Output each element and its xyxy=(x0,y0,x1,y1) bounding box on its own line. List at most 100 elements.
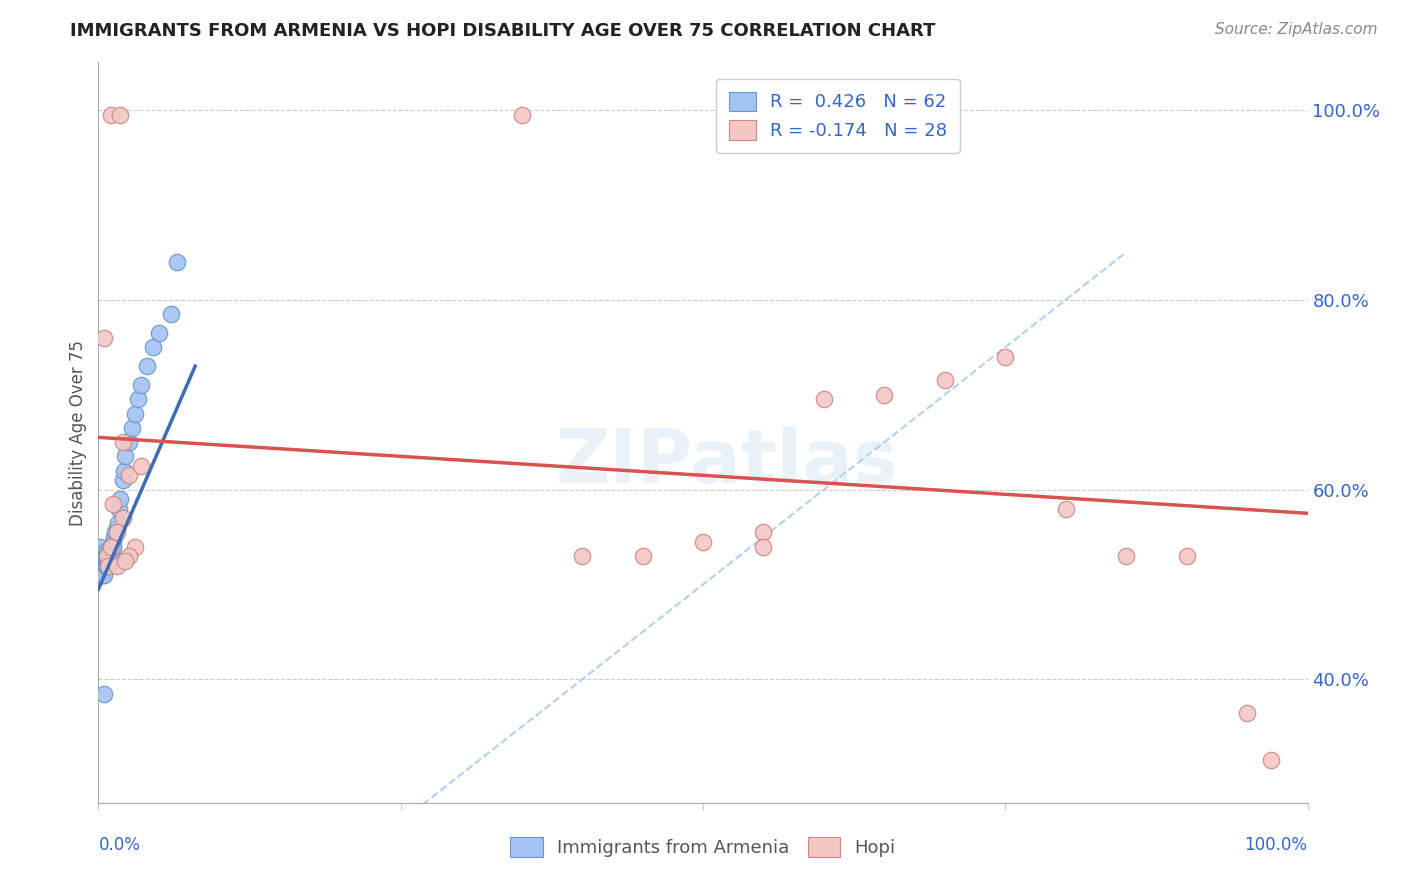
Point xyxy=(104,525,127,540)
Point xyxy=(94,554,117,568)
Text: Source: ZipAtlas.com: Source: ZipAtlas.com xyxy=(1215,22,1378,37)
Point xyxy=(1236,706,1258,720)
Point xyxy=(111,511,134,525)
Point xyxy=(100,549,122,563)
Point xyxy=(96,554,118,568)
Point xyxy=(91,563,114,577)
Point xyxy=(118,549,141,563)
Point xyxy=(129,378,152,392)
Point xyxy=(93,554,115,568)
Point xyxy=(114,554,136,568)
Point xyxy=(148,326,170,340)
Point xyxy=(813,392,835,407)
Point xyxy=(91,568,114,582)
Point xyxy=(100,108,122,122)
Point xyxy=(692,534,714,549)
Point xyxy=(994,350,1017,364)
Point xyxy=(97,554,120,568)
Point xyxy=(96,549,118,563)
Point xyxy=(89,540,111,554)
Point xyxy=(93,331,115,345)
Point xyxy=(129,458,152,473)
Point xyxy=(98,549,121,563)
Point xyxy=(101,497,124,511)
Point xyxy=(1115,549,1137,563)
Point xyxy=(752,540,775,554)
Point xyxy=(93,563,115,577)
Point xyxy=(93,568,115,582)
Point xyxy=(631,549,654,563)
Point xyxy=(93,549,115,563)
Point xyxy=(1260,753,1282,767)
Point xyxy=(118,468,141,483)
Point xyxy=(1175,549,1198,563)
Point xyxy=(89,554,111,568)
Point xyxy=(94,558,117,573)
Point xyxy=(91,568,114,582)
Point xyxy=(93,558,115,573)
Point xyxy=(98,544,121,558)
Point xyxy=(91,554,114,568)
Point xyxy=(101,534,124,549)
Point xyxy=(1054,501,1077,516)
Point xyxy=(103,530,125,544)
Point xyxy=(111,473,134,487)
Point xyxy=(142,340,165,354)
Point xyxy=(100,540,122,554)
Point xyxy=(100,540,122,554)
Point xyxy=(105,525,128,540)
Point xyxy=(873,387,896,401)
Point xyxy=(111,435,134,450)
Point xyxy=(91,554,114,568)
Text: ZIPatlas: ZIPatlas xyxy=(555,425,898,499)
Point xyxy=(91,558,114,573)
Point xyxy=(91,563,114,577)
Point xyxy=(100,540,122,554)
Text: 100.0%: 100.0% xyxy=(1244,836,1308,854)
Point xyxy=(108,491,131,506)
Point xyxy=(118,435,141,450)
Legend: Immigrants from Armenia, Hopi: Immigrants from Armenia, Hopi xyxy=(499,826,907,868)
Point xyxy=(89,544,111,558)
Point xyxy=(752,525,775,540)
Point xyxy=(91,558,114,573)
Point xyxy=(89,549,111,563)
Point xyxy=(166,254,188,268)
Point xyxy=(96,558,118,573)
Y-axis label: Disability Age Over 75: Disability Age Over 75 xyxy=(69,340,87,525)
Point xyxy=(934,373,956,387)
Point xyxy=(98,554,121,568)
Point xyxy=(108,501,131,516)
Point xyxy=(121,421,143,435)
Point xyxy=(90,563,112,577)
Point xyxy=(97,558,120,573)
Point xyxy=(107,516,129,530)
Point xyxy=(90,558,112,573)
Point xyxy=(100,544,122,558)
Point xyxy=(94,549,117,563)
Point xyxy=(127,392,149,407)
Point xyxy=(90,549,112,563)
Point xyxy=(101,540,124,554)
Point xyxy=(108,108,131,122)
Point xyxy=(124,540,146,554)
Point xyxy=(94,544,117,558)
Point xyxy=(112,464,135,478)
Point xyxy=(105,520,128,534)
Point xyxy=(93,687,115,701)
Point xyxy=(96,549,118,563)
Point xyxy=(160,307,183,321)
Point xyxy=(571,549,593,563)
Point xyxy=(97,558,120,573)
Point xyxy=(90,554,112,568)
Point xyxy=(105,558,128,573)
Point xyxy=(135,359,157,374)
Point xyxy=(100,544,122,558)
Point xyxy=(97,549,120,563)
Point xyxy=(124,407,146,421)
Point xyxy=(91,549,114,563)
Text: 0.0%: 0.0% xyxy=(98,836,141,854)
Point xyxy=(510,108,533,122)
Point xyxy=(114,450,136,464)
Text: IMMIGRANTS FROM ARMENIA VS HOPI DISABILITY AGE OVER 75 CORRELATION CHART: IMMIGRANTS FROM ARMENIA VS HOPI DISABILI… xyxy=(70,22,935,40)
